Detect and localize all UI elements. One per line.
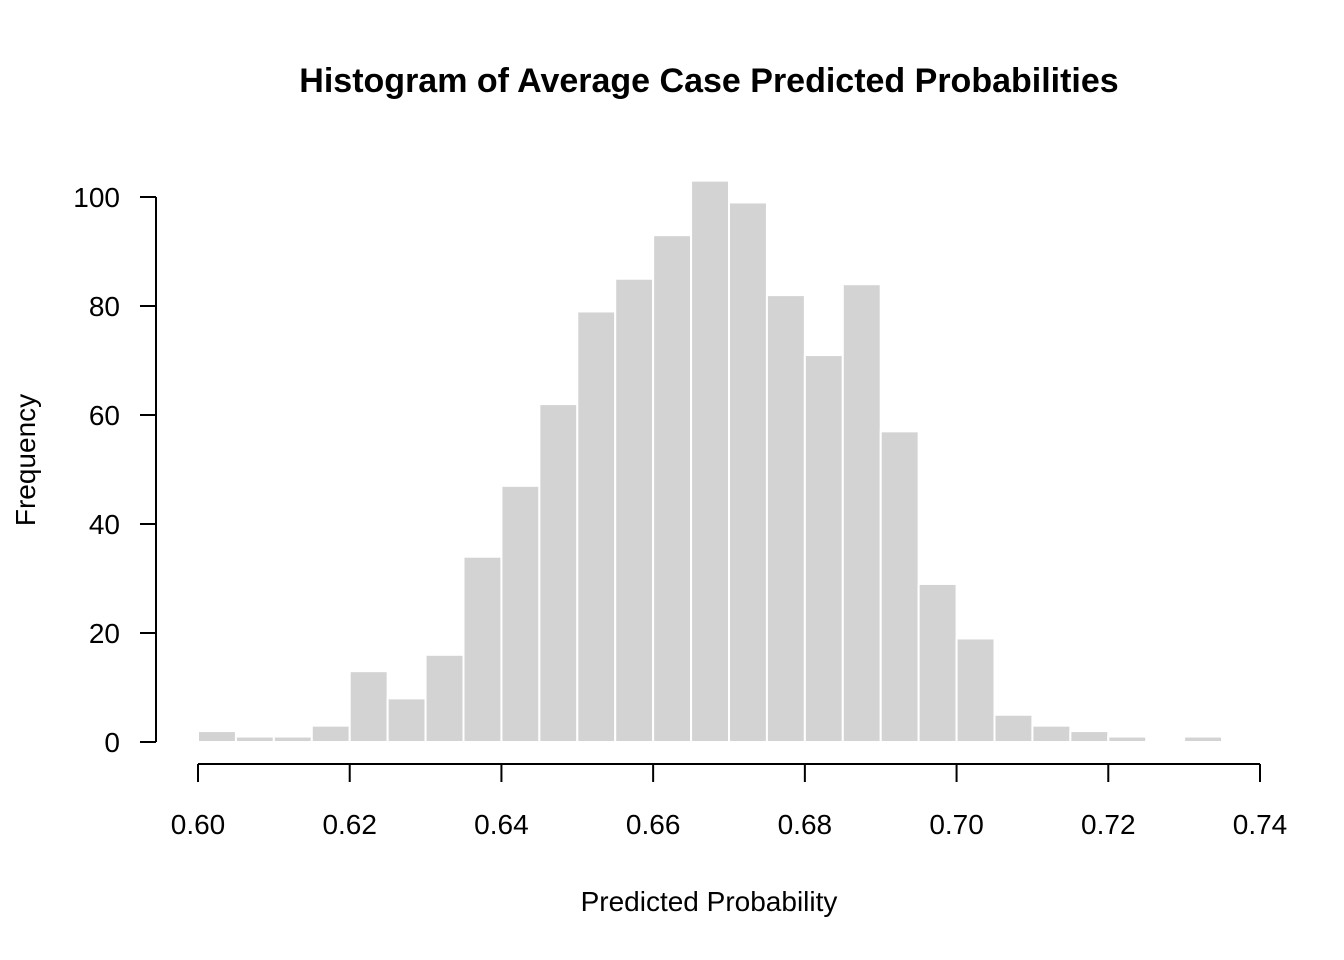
histogram-bar-16 <box>803 354 844 743</box>
bars-group <box>197 179 1224 744</box>
chart-title: Histogram of Average Case Predicted Prob… <box>299 62 1118 100</box>
histogram-bar-9 <box>538 403 579 743</box>
y-tick-label-0: 0 <box>104 727 120 758</box>
histogram-bar-26 <box>1183 735 1224 743</box>
histogram-bar-19 <box>917 582 958 744</box>
x-tick-label-0.62: 0.62 <box>322 809 377 840</box>
y-tick-label-20: 20 <box>89 618 120 649</box>
histogram-bar-10 <box>576 310 617 743</box>
x-axis-label: Predicted Probability <box>581 886 838 917</box>
x-tick-label-0.70: 0.70 <box>929 809 984 840</box>
y-tick-label-40: 40 <box>89 509 120 540</box>
x-tick-label-0.68: 0.68 <box>778 809 833 840</box>
y-tick-label-80: 80 <box>89 291 120 322</box>
x-tick-label-0.60: 0.60 <box>171 809 226 840</box>
histogram-bar-13 <box>690 179 731 743</box>
histogram-bar-24 <box>1107 735 1148 743</box>
x-ticks: 0.60 0.62 0.64 0.66 0.68 0.70 0.72 0.74 <box>171 764 1288 840</box>
histogram-bar-6 <box>424 653 465 743</box>
histogram-bar-0 <box>197 730 237 743</box>
histogram-bar-21 <box>993 713 1034 743</box>
y-tick-label-60: 60 <box>89 400 120 431</box>
histogram-bar-5 <box>386 697 427 744</box>
histogram-bar-8 <box>500 484 541 743</box>
histogram-bar-2 <box>272 735 313 743</box>
y-axis-label: Frequency <box>10 394 41 526</box>
histogram-bar-18 <box>879 430 920 743</box>
histogram-bar-23 <box>1069 730 1110 743</box>
histogram-bar-3 <box>310 724 351 744</box>
x-tick-label-0.74: 0.74 <box>1233 809 1288 840</box>
histogram-bar-4 <box>348 670 389 744</box>
histogram-bar-14 <box>728 201 768 743</box>
y-tick-label-100: 100 <box>73 182 120 213</box>
histogram-bar-1 <box>234 735 275 743</box>
x-tick-label-0.72: 0.72 <box>1081 809 1136 840</box>
y-ticks: 0 20 40 60 80 100 <box>73 182 156 758</box>
x-tick-label-0.66: 0.66 <box>626 809 681 840</box>
histogram-bar-17 <box>841 283 882 743</box>
histogram-bar-12 <box>652 234 693 743</box>
x-tick-label-0.64: 0.64 <box>474 809 529 840</box>
histogram-bar-11 <box>614 277 655 743</box>
histogram-bar-20 <box>955 637 996 744</box>
histogram-bar-22 <box>1031 724 1072 744</box>
histogram-bar-7 <box>462 555 503 744</box>
histogram-bar-15 <box>765 294 806 743</box>
